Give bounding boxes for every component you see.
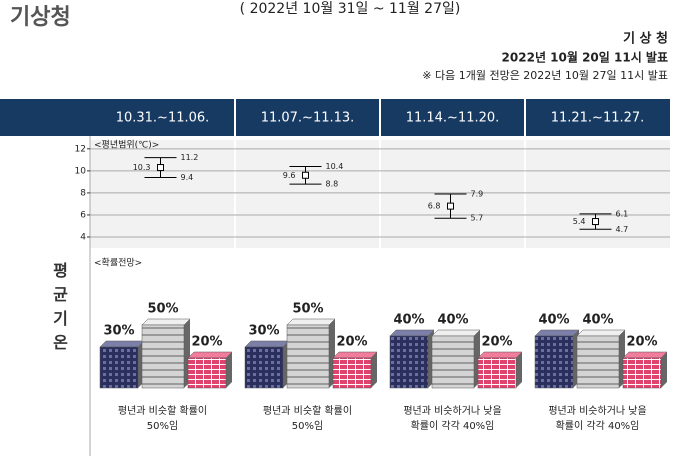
issued-date: 2022년 10월 20일 11시 발표: [502, 50, 668, 65]
mean-marker: [592, 218, 599, 226]
icon-top: [477, 351, 523, 359]
y-tick-label: 10: [75, 166, 87, 176]
icon-top: [431, 329, 481, 337]
caption-line: 평년과 비슷하거나 낮을: [548, 404, 646, 417]
caption-line: 평년과 비슷하거나 낮을: [403, 404, 501, 417]
icon-side: [516, 352, 522, 388]
above-percent: 20%: [481, 335, 512, 350]
mean-label: 9.6: [283, 171, 296, 180]
icon-side: [661, 352, 667, 388]
icon-front: [622, 357, 662, 389]
mean-label: 10.3: [133, 163, 151, 172]
agency-logo: 기상청: [10, 5, 71, 30]
mean-marker: [302, 171, 309, 179]
above-percent: 20%: [626, 335, 657, 350]
caption-line: 확률이 각각 40%임: [411, 419, 495, 432]
low-label: 5.7: [471, 214, 484, 223]
icon-top: [187, 351, 233, 359]
icon-front: [187, 357, 227, 389]
icon-front: [99, 346, 139, 389]
normal-icon: [141, 318, 191, 389]
below-percent: 30%: [248, 324, 279, 339]
mean-marker: [447, 202, 454, 210]
chart-title: <평년범위(℃)>: [94, 140, 159, 151]
normal-percent: 40%: [582, 313, 613, 328]
icon-front: [477, 357, 517, 389]
normal-icon: [576, 329, 626, 389]
icon-front: [389, 335, 429, 389]
normal-icon: [286, 318, 336, 389]
below-icon: [389, 329, 435, 389]
mean-label: 5.4: [573, 217, 586, 226]
normal-percent: 50%: [147, 302, 178, 317]
above-icon: [622, 351, 668, 389]
icon-front: [332, 357, 372, 389]
caption-line: 확률이 각각 40%임: [556, 419, 640, 432]
icon-top: [244, 340, 290, 348]
low-label: 4.7: [616, 225, 629, 234]
icon-front: [141, 324, 185, 389]
period-header: 11.07.~11.13.: [261, 111, 355, 126]
icon-side: [226, 352, 232, 388]
below-icon: [534, 329, 580, 389]
y-tick-label: 8: [80, 188, 86, 198]
below-percent: 40%: [538, 313, 569, 328]
icon-top: [99, 340, 145, 348]
caption-line: 평년과 비슷할 확률이: [263, 405, 352, 417]
below-icon: [99, 340, 145, 389]
caption-line: 50%임: [147, 419, 178, 432]
low-label: 9.4: [181, 173, 194, 182]
icon-top: [622, 351, 668, 359]
below-percent: 40%: [393, 313, 424, 328]
normal-percent: 50%: [292, 302, 323, 317]
y-tick-label: 4: [80, 232, 86, 242]
row-label: 평균기온: [50, 262, 69, 358]
icon-top: [332, 351, 378, 359]
above-icon: [187, 351, 233, 389]
mean-label: 6.8: [428, 202, 441, 211]
probability-title: <확률전망>: [94, 257, 142, 269]
high-label: 10.4: [326, 162, 344, 171]
above-icon: [477, 351, 523, 389]
next-note: ※ 다음 1개월 전망은 2022년 10월 27일 11시 발표: [422, 68, 668, 82]
icon-front: [244, 346, 284, 389]
period-range: ( 2022년 10월 31일 ~ 11월 27일): [240, 1, 461, 17]
y-tick-label: 12: [75, 144, 86, 154]
icon-front: [534, 335, 574, 389]
header-band: [0, 99, 670, 136]
icon-front: [431, 335, 475, 389]
normal-icon: [431, 329, 481, 389]
icon-front: [286, 324, 330, 389]
caption-line: 50%임: [292, 419, 323, 432]
high-label: 11.2: [181, 153, 199, 162]
above-percent: 20%: [191, 335, 222, 350]
caption-line: 평년과 비슷할 확률이: [118, 405, 207, 417]
icon-top: [286, 318, 336, 326]
below-icon: [244, 340, 290, 389]
icon-top: [534, 329, 580, 337]
above-icon: [332, 351, 378, 389]
period-header: 11.21.~11.27.: [551, 111, 645, 126]
y-tick-label: 6: [80, 210, 86, 220]
above-percent: 20%: [336, 335, 367, 350]
normal-percent: 40%: [437, 313, 468, 328]
period-header: 10.31.~11.06.: [116, 111, 210, 126]
icon-front: [576, 335, 620, 389]
icon-side: [371, 352, 377, 388]
icon-top: [141, 318, 191, 326]
high-label: 6.1: [616, 209, 629, 218]
icon-top: [389, 329, 435, 337]
icon-top: [576, 329, 626, 337]
mean-marker: [157, 164, 164, 172]
issuer: 기 상 청: [623, 31, 668, 47]
high-label: 7.9: [471, 190, 484, 199]
low-label: 8.8: [326, 180, 339, 189]
below-percent: 30%: [103, 324, 134, 339]
period-header: 11.14.~11.20.: [406, 111, 500, 126]
